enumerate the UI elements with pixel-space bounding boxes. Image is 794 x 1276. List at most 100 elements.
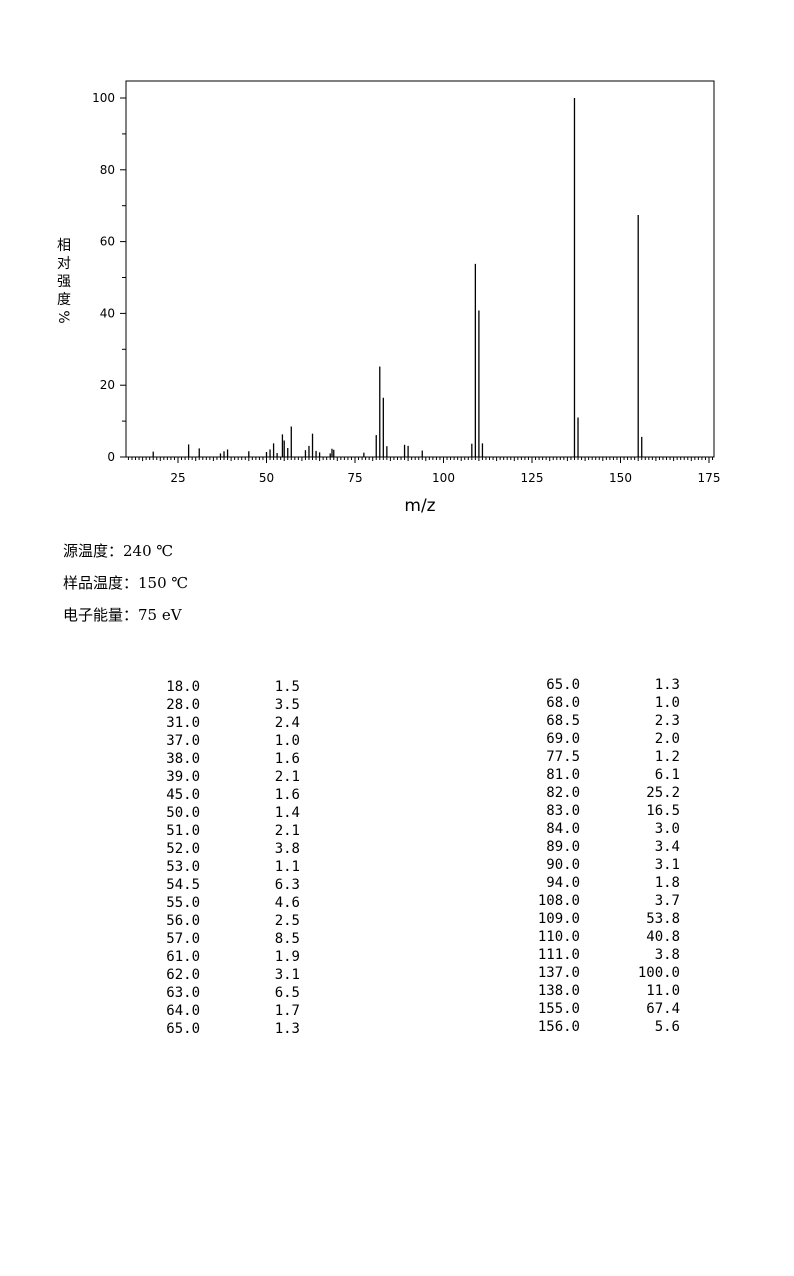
peak-abundance: 3.0 [654,821,680,837]
peak-abundance: 11.0 [646,983,680,999]
peak-mz: 138.0 [537,983,580,999]
peak-mz: 109.0 [537,911,580,927]
peak-row: 94.0 1.8 [510,874,690,892]
peak-mz: 111.0 [537,947,580,963]
x-axis-ticks: 25 50 75 100 125 150 175 [170,471,720,485]
peak-mz: 77.5 [546,749,580,765]
peak-abundance: 2.3 [654,713,680,729]
peak-mz: 81.0 [546,767,580,783]
y-tick-label: 80 [100,163,115,177]
peak-abundance: 1.7 [274,1003,300,1019]
y-axis-ticks: 0 20 40 60 80 100 [92,91,126,464]
peak-abundance: 3.8 [654,947,680,963]
condition-source-temp: 源温度：240 ℃ [63,540,173,561]
peak-mz: 65.0 [546,677,580,693]
peak-mz: 50.0 [166,805,200,821]
peak-abundance: 67.4 [646,1001,680,1017]
peak-mz: 52.0 [166,841,200,857]
peak-mz: 62.0 [166,967,200,983]
peak-row: 138.0 11.0 [510,982,690,1000]
peak-abundance: 1.0 [274,733,300,749]
peak-row: 18.0 1.5 [130,678,310,696]
peak-row: 89.0 3.4 [510,838,690,856]
peak-mz: 57.0 [166,931,200,947]
peak-abundance: 6.3 [274,877,300,893]
peak-row: 69.0 2.0 [510,730,690,748]
peak-row: 61.0 1.9 [130,948,310,966]
peak-mz: 54.5 [166,877,200,893]
peak-row: 37.0 1.0 [130,732,310,750]
peak-mz: 28.0 [166,697,200,713]
condition-sample-temp: 样品温度：150 ℃ [63,572,188,593]
peak-mz: 108.0 [537,893,580,909]
peak-abundance: 53.8 [646,911,680,927]
peak-abundance: 1.6 [274,751,300,767]
peak-abundance: 1.2 [654,749,680,765]
peak-row: 90.0 3.1 [510,856,690,874]
y-tick-label: 60 [100,235,115,249]
peak-mz: 38.0 [166,751,200,767]
peak-row: 38.0 1.6 [130,750,310,768]
peak-row: 111.0 3.8 [510,946,690,964]
peak-abundance: 1.1 [274,859,300,875]
x-axis-title: m/z [404,496,435,516]
peak-row: 109.0 53.8 [510,910,690,928]
peak-row: 57.0 8.5 [130,930,310,948]
x-tick-label: 175 [698,471,721,485]
peak-mz: 18.0 [166,679,200,695]
peak-row: 65.0 1.3 [510,676,690,694]
sample-temp-value: 150 ℃ [138,574,189,592]
peak-mz: 55.0 [166,895,200,911]
peak-mz: 90.0 [546,857,580,873]
peak-row: 31.0 2.4 [130,714,310,732]
y-tick-label: 100 [92,91,115,105]
peak-abundance: 1.5 [274,679,300,695]
x-minor-ticks [127,457,714,463]
source-temp-label: 源温度： [63,542,124,560]
peak-row: 155.0 67.4 [510,1000,690,1018]
y-axis-title-char: 相 [57,238,71,254]
peak-abundance: 6.5 [274,985,300,1001]
peak-row: 28.0 3.5 [130,696,310,714]
peak-mz: 89.0 [546,839,580,855]
x-tick-label: 75 [347,471,362,485]
peak-abundance: 2.4 [274,715,300,731]
peak-mz: 155.0 [537,1001,580,1017]
source-temp-value: 240 ℃ [123,542,174,560]
peak-abundance: 3.7 [654,893,680,909]
peak-abundance: 2.0 [654,731,680,747]
y-tick-label: 20 [100,378,115,392]
peak-bars [152,98,643,457]
peak-row: 65.0 1.3 [130,1020,310,1038]
peak-mz: 137.0 [537,965,580,981]
peak-mz: 64.0 [166,1003,200,1019]
peak-row: 77.5 1.2 [510,748,690,766]
peak-table-left: 18.0 1.5 28.0 3.5 31.0 2.4 37.0 1.0 38.0 1.6 39.0 2… [130,678,310,1038]
peak-abundance: 1.6 [274,787,300,803]
y-axis-title-char: 对 [57,256,71,272]
peak-abundance: 3.4 [654,839,680,855]
x-tick-label: 25 [170,471,185,485]
peak-abundance: 1.8 [654,875,680,891]
peak-mz: 69.0 [546,731,580,747]
peak-mz: 65.0 [166,1021,200,1037]
peak-mz: 110.0 [537,929,580,945]
peak-row: 55.0 4.6 [130,894,310,912]
peak-row: 56.0 2.5 [130,912,310,930]
peak-abundance: 2.1 [274,769,300,785]
peak-mz: 68.5 [546,713,580,729]
peak-mz: 37.0 [166,733,200,749]
y-axis-title-char: % [55,310,71,323]
peak-abundance: 2.5 [274,913,300,929]
peak-abundance: 3.1 [274,967,300,983]
peak-mz: 45.0 [166,787,200,803]
peak-table-right: 65.0 1.3 68.0 1.0 68.5 2.3 69.0 2.0 77.5 1.2 81.0 6… [510,676,690,1036]
peak-abundance: 8.5 [274,931,300,947]
peak-row: 83.0 16.5 [510,802,690,820]
peak-mz: 53.0 [166,859,200,875]
peak-abundance: 25.2 [646,785,680,801]
peak-mz: 31.0 [166,715,200,731]
peak-row: 82.0 25.2 [510,784,690,802]
peak-abundance: 3.5 [274,697,300,713]
